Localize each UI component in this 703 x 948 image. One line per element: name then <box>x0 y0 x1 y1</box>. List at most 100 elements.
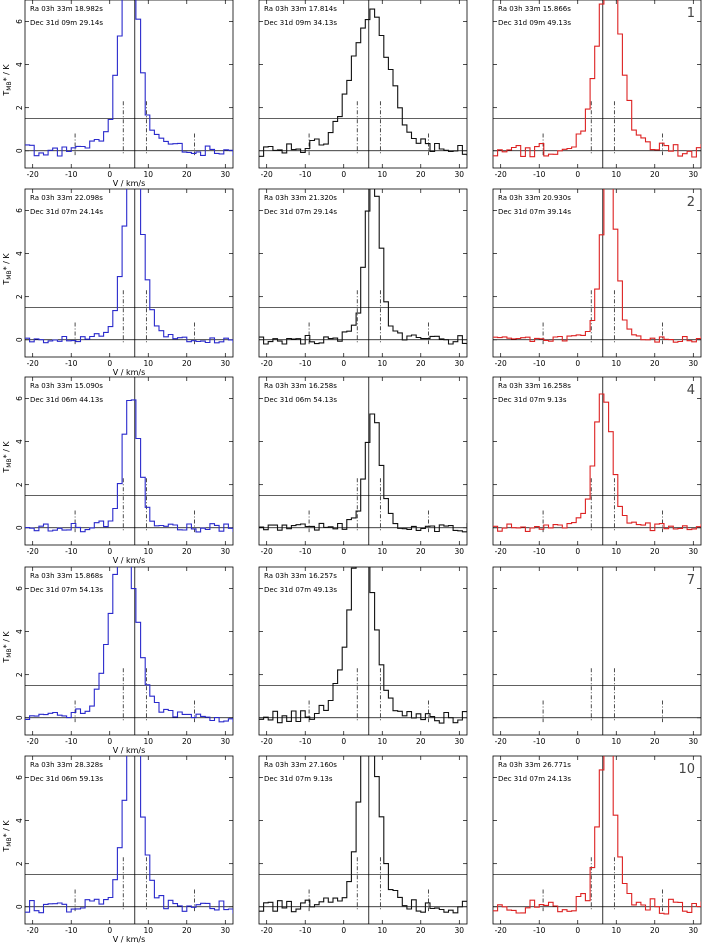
ra-label: Ra 03h 33m 28.328s <box>30 761 103 769</box>
x-tick-label: 30 <box>689 926 699 935</box>
y-axis-label: TMB* / K <box>2 441 13 474</box>
spectrum-panel-5-3: -20 -10 0 10 20 30 Ra 03h 33m 26.771s Dec 31d 0… <box>492 755 702 935</box>
dec-label: Dec 31d 06m 54.13s <box>264 396 337 404</box>
x-tick-label: -20 <box>495 170 507 179</box>
panel-frame <box>258 0 468 169</box>
x-tick-label: 20 <box>182 737 192 746</box>
spectrum-line <box>25 0 233 157</box>
y-tick-label: 4 <box>15 251 24 256</box>
x-tick-label: -20 <box>261 926 273 935</box>
position-number: 2 <box>687 195 695 210</box>
x-tick-label: 20 <box>416 170 426 179</box>
dec-label: Dec 31d 07m 24.14s <box>30 208 103 216</box>
y-tick-label: 6 <box>15 775 24 780</box>
dec-label: Dec 31d 07m 54.13s <box>30 586 103 594</box>
x-tick-label: 20 <box>182 547 192 556</box>
spectrum-panel-1-1: -20 -10 0 10 20 30 0 2 4 6 Ra 03h 33m 18.982s Dec 3… <box>2 0 234 179</box>
ra-label: Ra 03h 33m 27.160s <box>264 761 337 769</box>
x-tick-label: -10 <box>65 170 77 179</box>
x-tick-label: 20 <box>182 359 192 368</box>
x-tick-label: 30 <box>689 359 699 368</box>
ra-label: Ra 03h 33m 16.258s <box>264 382 337 390</box>
x-tick-label: -20 <box>261 547 273 556</box>
x-tick-label: 10 <box>143 359 153 368</box>
x-tick-label: 30 <box>455 737 465 746</box>
x-tick-label: -20 <box>27 170 39 179</box>
y-axis-label: TMB* / K <box>2 820 13 853</box>
panel-frame <box>24 566 234 736</box>
x-axis-label: V / km/s <box>113 179 146 188</box>
dec-label: Dec 31d 09m 34.13s <box>264 19 337 27</box>
ra-label: Ra 03h 33m 16.257s <box>264 572 337 580</box>
y-tick-label: 6 <box>15 208 24 213</box>
position-number: 1 <box>687 6 695 21</box>
x-tick-label: 10 <box>377 737 387 746</box>
spectrum-line <box>259 8 467 157</box>
x-tick-label: -10 <box>65 547 77 556</box>
x-tick-label: 20 <box>182 170 192 179</box>
dec-label: Dec 31d 07m 29.14s <box>264 208 337 216</box>
x-tick-label: -20 <box>495 926 507 935</box>
x-tick-label: -20 <box>261 737 273 746</box>
x-tick-label: 10 <box>143 737 153 746</box>
spectrum-panel-1-2: -20 -10 0 10 20 30 Ra 03h 33m 17.814s Dec 31d 0… <box>258 0 468 179</box>
x-tick-label: -20 <box>27 737 39 746</box>
x-tick-label: 10 <box>611 359 621 368</box>
x-tick-label: 0 <box>575 170 580 179</box>
spectrum-line <box>259 756 467 914</box>
y-tick-label: 4 <box>15 62 24 67</box>
x-tick-label: -10 <box>533 170 545 179</box>
ra-label: Ra 03h 33m 22.098s <box>30 194 103 202</box>
y-tick-label: 2 <box>15 482 24 487</box>
x-tick-label: 10 <box>143 926 153 935</box>
panel-frame <box>492 566 702 736</box>
x-tick-label: -10 <box>533 547 545 556</box>
panel-frame <box>24 755 234 925</box>
x-tick-label: 20 <box>650 926 660 935</box>
ra-label: Ra 03h 33m 15.090s <box>30 382 103 390</box>
x-tick-label: 10 <box>377 926 387 935</box>
ra-label: Ra 03h 33m 21.320s <box>264 194 337 202</box>
x-tick-label: 10 <box>377 547 387 556</box>
spectrum-line <box>493 756 701 915</box>
y-tick-label: 0 <box>15 148 24 153</box>
x-tick-label: 30 <box>455 547 465 556</box>
spectrum-line <box>493 189 701 343</box>
spectrum-line <box>25 189 233 344</box>
spectrum-panel-2-1: -20 -10 0 10 20 30 0 2 4 6 Ra 03h 33m 22.098s Dec 3… <box>2 188 234 368</box>
x-axis-label: V / km/s <box>113 368 146 377</box>
x-tick-label: -10 <box>65 359 77 368</box>
y-tick-label: 0 <box>15 337 24 342</box>
spectrum-panel-3-1: -20 -10 0 10 20 30 0 2 4 6 Ra 03h 33m 15.090s Dec 3… <box>2 376 234 556</box>
y-tick-label: 2 <box>15 861 24 866</box>
x-tick-label: 20 <box>650 737 660 746</box>
ra-label: Ra 03h 33m 15.868s <box>30 572 103 580</box>
y-tick-label: 6 <box>15 586 24 591</box>
ra-label: Ra 03h 33m 20.930s <box>498 194 571 202</box>
ra-label: Ra 03h 33m 16.258s <box>498 382 571 390</box>
panel-frame <box>258 566 468 736</box>
x-tick-label: 10 <box>377 170 387 179</box>
x-tick-label: -20 <box>27 926 39 935</box>
x-tick-label: 10 <box>143 170 153 179</box>
x-tick-label: 10 <box>143 547 153 556</box>
x-tick-label: 20 <box>416 926 426 935</box>
spectrum-panel-3-2: -20 -10 0 10 20 30 Ra 03h 33m 16.258s Dec 31d 0… <box>258 376 468 556</box>
x-tick-label: -20 <box>27 547 39 556</box>
x-tick-label: 30 <box>455 926 465 935</box>
x-tick-label: 20 <box>650 547 660 556</box>
x-tick-label: 30 <box>221 359 231 368</box>
spectrum-line <box>493 393 701 532</box>
x-tick-label: 20 <box>650 170 660 179</box>
x-tick-label: -20 <box>261 359 273 368</box>
ra-label: Ra 03h 33m 26.771s <box>498 761 571 769</box>
panel-frame <box>492 755 702 925</box>
panel-frame <box>492 188 702 358</box>
y-axis-label: TMB* / K <box>2 253 13 286</box>
x-tick-label: -20 <box>27 359 39 368</box>
x-tick-label: -20 <box>495 359 507 368</box>
x-tick-label: -10 <box>299 547 311 556</box>
spectrum-panel-5-2: -20 -10 0 10 20 30 Ra 03h 33m 27.160s Dec 31d 0… <box>258 755 468 935</box>
x-tick-label: -10 <box>533 737 545 746</box>
spectrum-panel-5-1: -20 -10 0 10 20 30 0 2 4 6 Ra 03h 33m 28.328s Dec 3… <box>2 755 234 935</box>
